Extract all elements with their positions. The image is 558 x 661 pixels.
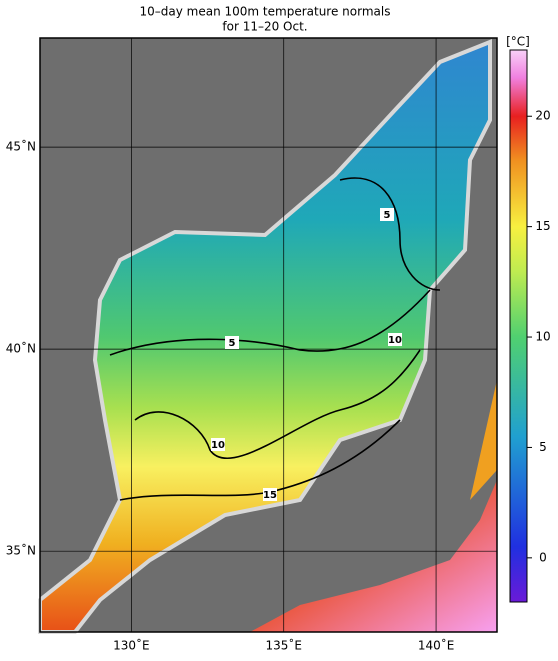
x-tick-label: 130˚E: [113, 638, 150, 653]
colorbar-tick-label: 10: [535, 330, 550, 344]
japan-sea: [38, 39, 492, 634]
x-tick-label: 135˚E: [265, 638, 302, 653]
contour-label-bg: [388, 333, 402, 346]
contour-label-bg: [211, 438, 225, 451]
contour-label-bg: [263, 488, 277, 501]
contour-label: 10: [211, 440, 225, 451]
map-area: [38, 38, 497, 634]
pacific: [250, 480, 497, 632]
contour-label: 5: [384, 210, 391, 221]
title-line: 10–day mean 100m temperature normals: [140, 5, 391, 19]
x-tick-label: 140˚E: [418, 638, 455, 653]
map-frame: [39, 37, 498, 633]
title-line: for 11–20 Oct.: [222, 20, 307, 34]
colorbar-tick-label: 20: [535, 109, 550, 123]
contour-label-bg: [225, 336, 239, 349]
y-tick-label: 40˚N: [6, 341, 36, 356]
colorbar-unit: [°C]: [506, 35, 530, 49]
contour-label-bg: [380, 208, 394, 221]
contour-label: 15: [263, 490, 277, 501]
colorbar-tick-label: 0: [539, 550, 547, 564]
colorbar-tick-label: 15: [535, 219, 550, 233]
y-tick-label: 45˚N: [6, 139, 36, 154]
colorbar: [509, 49, 528, 603]
contour-label: 5: [229, 338, 236, 349]
y-tick-label: 35˚N: [6, 543, 36, 558]
colorbar-tick-label: 5: [539, 440, 547, 454]
contour-label: 10: [388, 335, 402, 346]
pacific: [470, 380, 497, 500]
